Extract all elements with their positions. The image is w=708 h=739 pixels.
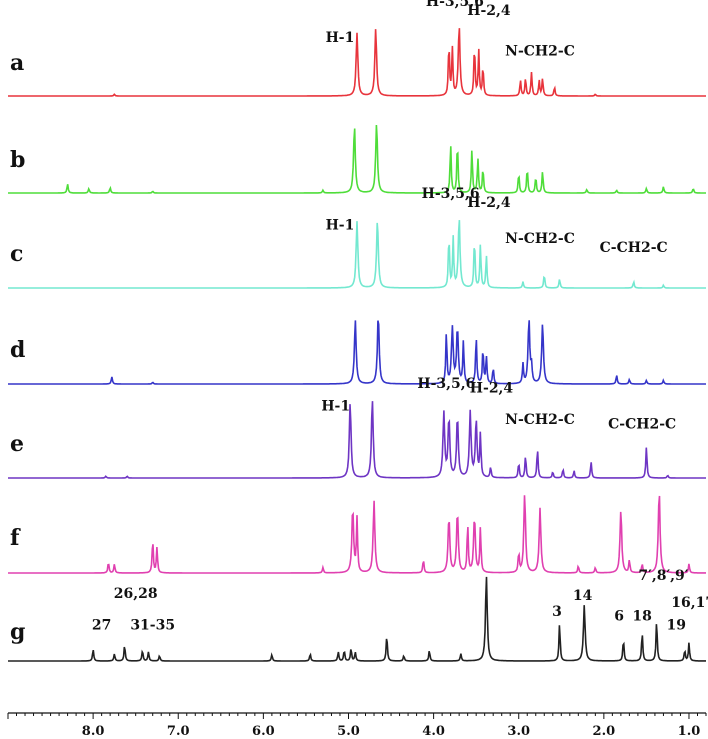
spectrum-line-c (8, 220, 706, 289)
x-tick-label-6.0: 6.0 (252, 724, 275, 739)
spectrum-line-d (8, 320, 706, 385)
annotation-e-3: N-CH2-C (505, 412, 575, 428)
annotation-g-4: 14 (573, 588, 593, 604)
annotation-a-3: N-CH2-C (505, 44, 575, 60)
spectrum-line-a (8, 28, 706, 97)
annotation-g-3: 3 (552, 604, 562, 620)
annotation-g-1: 26,28 (114, 586, 158, 602)
annotation-g-9: 16,17 (671, 595, 708, 611)
spectrum-line-g (8, 576, 706, 662)
annotation-g-2: 31-35 (130, 618, 175, 634)
annotation-c-0: H-1 (326, 218, 355, 234)
x-tick-label-3.0: 3.0 (507, 724, 530, 739)
annotation-g-7: 7′,8′,9′ (638, 568, 688, 584)
annotation-a-1: H-3,5,6 (426, 0, 484, 10)
annotation-e-0: H-1 (321, 399, 350, 415)
panel-label-c: c (10, 241, 23, 267)
annotation-group: aH-1H-3,5,6H-2,4N-CH2-CbcH-1H-3,5,6H-2,4… (10, 0, 708, 645)
annotation-g-5: 6 (614, 609, 624, 625)
annotation-c-1: H-3,5,6 (422, 186, 480, 202)
panel-label-g: g (10, 619, 25, 645)
x-tick-label-7.0: 7.0 (167, 724, 190, 739)
annotation-c-2: H-2,4 (467, 195, 511, 211)
annotation-c-4: C-CH2-C (600, 240, 668, 256)
spectrum-line-b (8, 124, 706, 194)
annotation-e-2: H-2,4 (470, 381, 514, 397)
annotation-g-6: 18 (632, 609, 651, 625)
x-tick-label-5.0: 5.0 (337, 724, 360, 739)
panel-label-b: b (10, 147, 25, 173)
panel-label-e: e (10, 431, 24, 457)
annotation-c-3: N-CH2-C (505, 231, 575, 247)
annotation-g-0: 27 (92, 618, 111, 634)
annotation-e-4: C-CH2-C (608, 417, 676, 433)
x-tick-label-4.0: 4.0 (422, 724, 445, 739)
panel-label-d: d (10, 337, 25, 363)
spectrum-line-f (8, 495, 706, 574)
panel-label-f: f (10, 525, 21, 551)
spectrum-line-e (8, 401, 706, 479)
annotation-a-2: H-2,4 (467, 3, 511, 19)
annotation-e-1: H-3,5,6 (417, 376, 475, 392)
spectra-group (8, 28, 706, 662)
x-tick-label-8.0: 8.0 (82, 724, 105, 739)
panel-label-a: a (10, 50, 24, 76)
x-tick-label-2.0: 2.0 (593, 724, 616, 739)
annotation-a-0: H-1 (326, 30, 355, 46)
x-axis: 8.0 7.0 6.0 5.0 4.0 3.0 2.0 1.0 (7, 712, 707, 739)
x-tick-label-1.0: 1.0 (678, 724, 701, 739)
annotation-g-8: 19 (666, 618, 685, 634)
